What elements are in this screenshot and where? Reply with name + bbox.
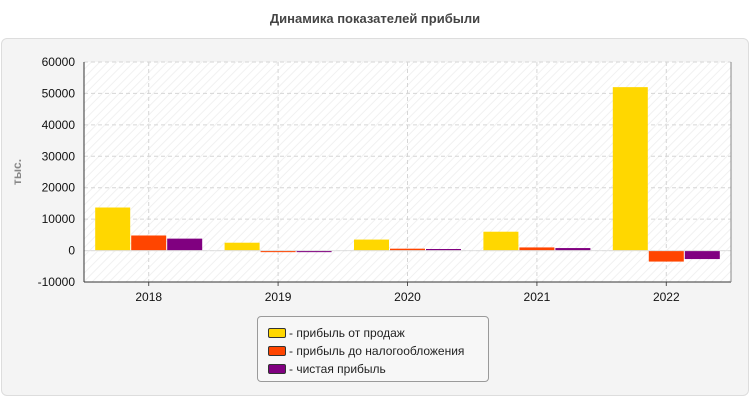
y-tick-label: 30000: [42, 149, 76, 163]
x-tick-label: 2022: [653, 290, 680, 304]
legend-swatch-sales-profit: [268, 328, 286, 338]
legend-swatch-pretax-profit: [268, 346, 286, 356]
y-tick-label: 60000: [42, 55, 76, 69]
bar: [390, 248, 425, 251]
bar: [648, 250, 684, 262]
x-tick-label: 2019: [265, 290, 292, 304]
x-tick-label: 2018: [135, 290, 162, 304]
legend: - прибыль от продаж - прибыль до налогоо…: [257, 316, 489, 382]
bar: [354, 239, 389, 251]
bar: [612, 87, 648, 251]
bar: [684, 250, 720, 260]
y-tick-label: 50000: [42, 86, 76, 100]
y-tick-label: 20000: [42, 181, 76, 195]
bar: [131, 235, 167, 251]
bar: [483, 231, 519, 251]
bar: [95, 207, 131, 251]
bar: [260, 250, 296, 253]
legend-label-sales-profit: - прибыль от продаж: [289, 326, 405, 340]
y-tick-label: 40000: [42, 118, 76, 132]
legend-item-net-profit: - чистая прибыль: [258, 360, 488, 378]
x-tick-label: 2020: [394, 290, 421, 304]
bar: [426, 249, 461, 251]
bar: [296, 250, 332, 253]
legend-item-pretax-profit: - прибыль до налогообложения: [258, 342, 488, 360]
y-tick-label: -10000: [38, 275, 76, 289]
bar: [224, 242, 260, 251]
x-tick-label: 2021: [524, 290, 551, 304]
legend-item-sales-profit: - прибыль от продаж: [258, 324, 488, 342]
y-tick-label: 10000: [42, 212, 76, 226]
legend-swatch-net-profit: [268, 364, 286, 374]
y-tick-label: 0: [68, 244, 75, 258]
legend-label-pretax-profit: - прибыль до налогообложения: [289, 344, 465, 358]
bar: [167, 238, 203, 251]
chart-title: Динамика показателей прибыли: [269, 11, 481, 26]
y-axis-label: тыс.: [10, 159, 24, 185]
bar: [555, 248, 591, 251]
bar: [519, 247, 555, 251]
legend-label-net-profit: - чистая прибыль: [289, 362, 386, 376]
